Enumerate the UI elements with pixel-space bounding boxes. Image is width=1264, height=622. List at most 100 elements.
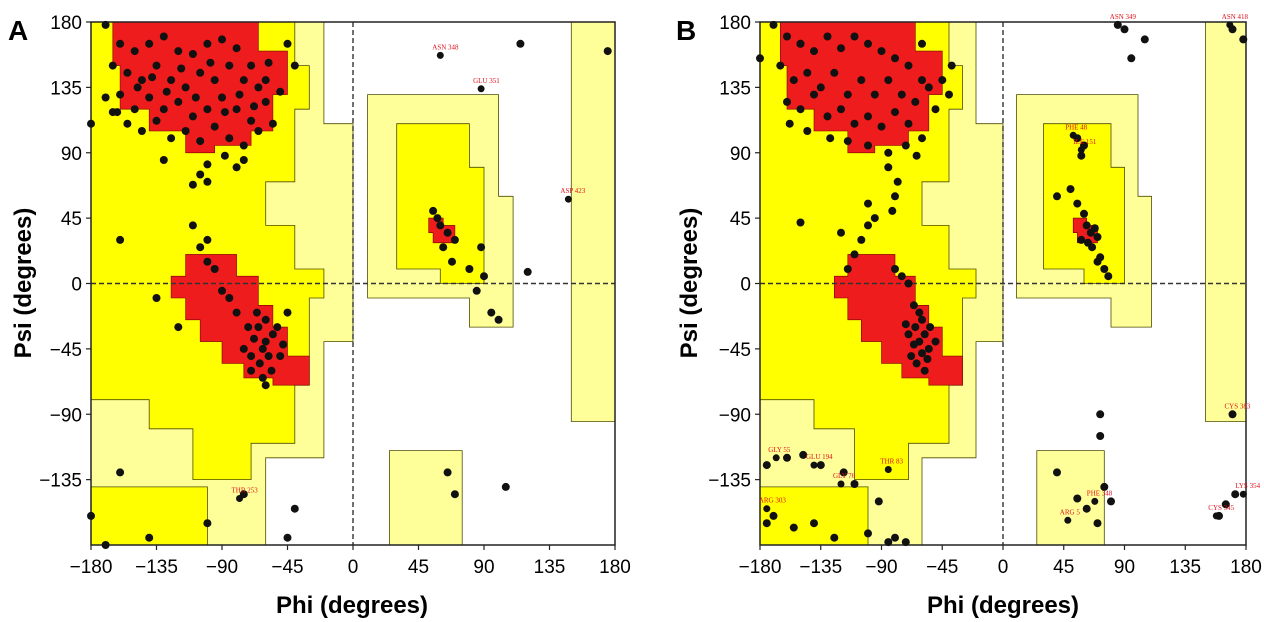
residue-point (909, 301, 918, 310)
residue-point (816, 83, 825, 92)
residue-point (450, 235, 459, 244)
residue-point (901, 538, 910, 547)
residue-point (145, 39, 154, 48)
residue-point (931, 105, 940, 114)
residue-point (433, 214, 442, 223)
outlier-point (810, 461, 818, 469)
residue-point (261, 76, 270, 85)
residue-point (225, 294, 234, 302)
panel-letter-b: B (676, 15, 696, 46)
y-tick-label: −90 (719, 405, 751, 426)
x-tick-label: 90 (1114, 557, 1135, 578)
y-axis-title-a: Psi (degrees) (10, 208, 37, 359)
residue-point (130, 105, 139, 114)
residue-point (494, 315, 503, 324)
residue-point (254, 323, 263, 332)
residue-point (864, 39, 872, 48)
residue-point (261, 97, 270, 106)
residue-point (799, 450, 808, 459)
x-tick-label: −180 (739, 557, 782, 578)
generous-region (388, 450, 463, 546)
residue-point (250, 334, 258, 343)
residue-point (945, 90, 953, 99)
residue-point (826, 134, 835, 143)
residue-point (450, 490, 459, 499)
residue-point (850, 32, 859, 41)
residue-point (893, 177, 902, 186)
outlier-point (436, 51, 444, 59)
residue-point (137, 127, 146, 135)
residue-point (247, 116, 256, 125)
residue-point (877, 122, 886, 131)
residue-point (196, 137, 205, 146)
residue-point (1093, 519, 1102, 528)
outlier-label: GLY 55 (768, 446, 791, 454)
residue-point (116, 468, 125, 477)
y-tick-label: 90 (730, 144, 751, 165)
x-tick-label: 180 (1230, 557, 1262, 578)
residue-point (810, 519, 818, 528)
residue-point (1082, 504, 1091, 513)
core-region (779, 21, 943, 154)
residue-point (261, 337, 270, 346)
residue-point (762, 461, 771, 470)
core-region (170, 254, 310, 386)
residue-point (235, 90, 244, 99)
residue-point (137, 76, 146, 85)
residue-point (1077, 235, 1086, 244)
residue-point (911, 97, 920, 106)
residue-point (123, 119, 132, 128)
generous-region (1036, 450, 1105, 546)
residue-point (1077, 151, 1086, 160)
residue-point (279, 340, 288, 349)
residue-point (1082, 221, 1091, 230)
residue-point (920, 366, 929, 375)
residue-point (501, 482, 510, 491)
residue-point (912, 359, 921, 368)
x-axis-title-b: Phi (degrees) (927, 592, 1079, 619)
residue-point (850, 480, 859, 488)
residue-point (152, 61, 161, 70)
y-tick-label: 90 (61, 144, 82, 165)
y-tick-label: 45 (730, 209, 751, 230)
residue-point (830, 68, 839, 77)
residue-point (1096, 432, 1105, 440)
residue-point (87, 119, 95, 128)
outlier-point (1064, 516, 1072, 524)
residue-point (247, 61, 256, 70)
residue-point (159, 156, 168, 164)
residue-point (864, 199, 872, 208)
residue-point (1093, 257, 1102, 266)
residue-point (843, 137, 852, 146)
residue-point (232, 44, 241, 53)
residue-point (947, 61, 956, 70)
residue-point (909, 340, 918, 349)
residue-point (268, 119, 277, 128)
residue-point (203, 160, 212, 169)
x-tick-label: 0 (348, 557, 359, 578)
y-tick-label: 0 (740, 275, 751, 296)
residue-point (203, 105, 212, 114)
residue-point (247, 366, 256, 375)
residue-point (1107, 497, 1115, 506)
residue-point (850, 250, 859, 259)
plot-area-a: ASN 348 GLU 351 ASP 423 THR 253 −180 −135 −90 −… (39, 13, 631, 578)
residue-point (891, 533, 899, 542)
residue-point (918, 349, 926, 358)
outlier-point (1069, 131, 1077, 139)
panel-letter-a: A (8, 15, 28, 46)
residue-point (870, 90, 879, 99)
residue-point (918, 315, 926, 324)
x-tick-label: 45 (408, 557, 429, 578)
residue-point (523, 267, 532, 276)
residue-point (857, 235, 866, 244)
residue-point (116, 235, 125, 244)
residue-point (218, 35, 226, 44)
residue-point (196, 68, 205, 77)
residue-point (837, 44, 845, 53)
residue-point (196, 243, 205, 252)
residue-point (810, 90, 818, 99)
residue-point (218, 286, 226, 295)
residue-point (864, 141, 872, 150)
residue-point (904, 119, 913, 128)
